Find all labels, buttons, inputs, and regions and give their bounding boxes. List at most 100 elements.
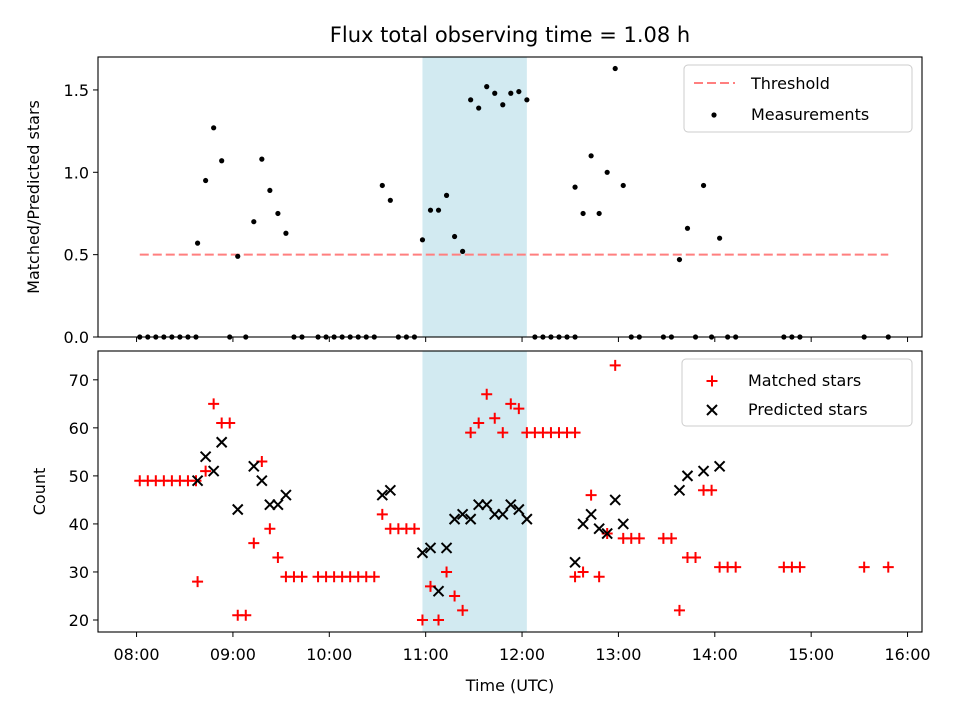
- top-legend-box: [683, 64, 913, 133]
- matched-star-point: [794, 561, 806, 573]
- predicted-star-point: [432, 585, 445, 597]
- matched-star-point: [441, 566, 453, 578]
- measurement-point: [596, 210, 602, 217]
- predicted-star-point: [577, 518, 589, 530]
- matched-star-point: [585, 489, 597, 501]
- predicted-star-point: [617, 518, 629, 530]
- top-y-tick-label: 0.5: [64, 246, 89, 265]
- legend-threshold-label: Threshold: [750, 74, 830, 93]
- predicted-star-point: [497, 508, 509, 521]
- predicted-star-point: [609, 494, 621, 506]
- matched-star-point: [465, 427, 477, 439]
- predicted-star-point: [256, 474, 268, 487]
- matched-star-point: [882, 561, 894, 573]
- x-tick-label: 09:00: [210, 645, 256, 664]
- bottom-y-tick-label: 30: [69, 563, 89, 582]
- predicted-star-point: [593, 523, 605, 535]
- matched-star-point: [730, 561, 742, 573]
- matched-star-point: [665, 532, 677, 544]
- top-legend: Threshold Measurements: [683, 64, 913, 133]
- predicted-star-point: [601, 527, 613, 540]
- legend-matched-swatch: [706, 375, 718, 387]
- legend-predicted-label: Predicted stars: [748, 400, 868, 419]
- top-y-axis-label: Matched/Predicted stars: [24, 100, 43, 294]
- x-axis-label: Time (UTC): [465, 676, 554, 695]
- measurement-point: [443, 192, 450, 198]
- measurement-point: [524, 97, 530, 103]
- x-tick-label: 08:00: [113, 645, 159, 664]
- predicted-star-point: [232, 503, 244, 516]
- x-tick-label: 15:00: [788, 645, 834, 664]
- matched-star-point: [208, 398, 220, 410]
- x-tick-label: 16:00: [884, 645, 930, 664]
- predicted-star-point: [280, 489, 292, 501]
- predicted-star-point: [272, 499, 284, 511]
- matched-star-point: [569, 427, 581, 439]
- predicted-star-point: [713, 460, 726, 472]
- predicted-star-point: [585, 508, 597, 521]
- matched-star-point: [368, 571, 380, 583]
- measurement-point: [203, 177, 209, 184]
- measurement-point: [387, 197, 393, 203]
- legend-measurements-swatch: [711, 112, 717, 118]
- legend-predicted-swatch: [706, 404, 718, 416]
- top-axes-frame: [97, 56, 923, 338]
- predicted-star-point: [215, 436, 228, 448]
- predicted-star-point: [681, 470, 694, 482]
- matched-star-point: [609, 359, 621, 371]
- measurement-point: [620, 182, 626, 189]
- legend-measurements-label: Measurements: [751, 105, 869, 124]
- matched-star-point: [200, 465, 212, 477]
- matched-star-point: [473, 417, 485, 429]
- matched-star-point: [296, 571, 308, 583]
- predicted-star-point: [207, 465, 220, 477]
- top-y-tick-label: 0.0: [64, 328, 89, 347]
- predicted-star-point: [248, 460, 260, 472]
- top-panel-ratio-chart: 0.0 0.5 1.0 1.5 Matched/Predicted stars Thres…: [24, 56, 923, 347]
- matched-star-point: [449, 590, 461, 602]
- measurement-point: [484, 84, 490, 90]
- measurement-point: [259, 156, 265, 162]
- top-y-tick-label: 1.0: [64, 163, 89, 182]
- measurement-point: [283, 230, 289, 236]
- predicted-star-point: [569, 556, 581, 569]
- predicted-star-point: [673, 484, 686, 497]
- matched-star-point: [858, 561, 870, 573]
- top-y-tick-label: 1.5: [64, 81, 89, 100]
- matched-star-point: [690, 552, 702, 564]
- predicted-star-point: [384, 484, 397, 497]
- predicted-star-point: [191, 474, 204, 487]
- measurement-point: [451, 233, 458, 240]
- measurement-point: [235, 253, 241, 259]
- predicted-star-point: [456, 508, 469, 521]
- measurement-point: [580, 210, 586, 217]
- matched-star-point: [497, 427, 509, 439]
- measurement-point: [275, 210, 281, 217]
- measurement-point: [604, 169, 610, 175]
- measurement-point: [267, 187, 273, 194]
- predicted-star-point: [440, 542, 453, 554]
- matched-star-point: [481, 388, 493, 400]
- matched-star-point: [513, 403, 525, 415]
- measurement-point: [476, 105, 482, 111]
- bottom-legend-box: [681, 358, 913, 427]
- measurement-point: [194, 240, 201, 246]
- measurement-point: [572, 184, 578, 190]
- matched-star-point: [190, 475, 202, 487]
- measurement-point: [700, 182, 707, 189]
- matched-star-point: [457, 604, 469, 616]
- measurement-point: [419, 237, 426, 243]
- x-tick-label: 14:00: [692, 645, 738, 664]
- matched-star-point: [593, 571, 605, 583]
- predicted-star-point: [505, 499, 517, 511]
- measurement-point: [427, 207, 434, 213]
- matched-star-point: [416, 614, 428, 626]
- matched-star-point: [376, 508, 388, 520]
- bottom-y-tick-label: 40: [69, 515, 89, 534]
- matched-star-point: [272, 552, 284, 564]
- bottom-y-tick-label: 70: [69, 371, 89, 390]
- measurement-point: [379, 182, 385, 189]
- measurement-point: [435, 207, 442, 213]
- measurement-point: [508, 90, 514, 96]
